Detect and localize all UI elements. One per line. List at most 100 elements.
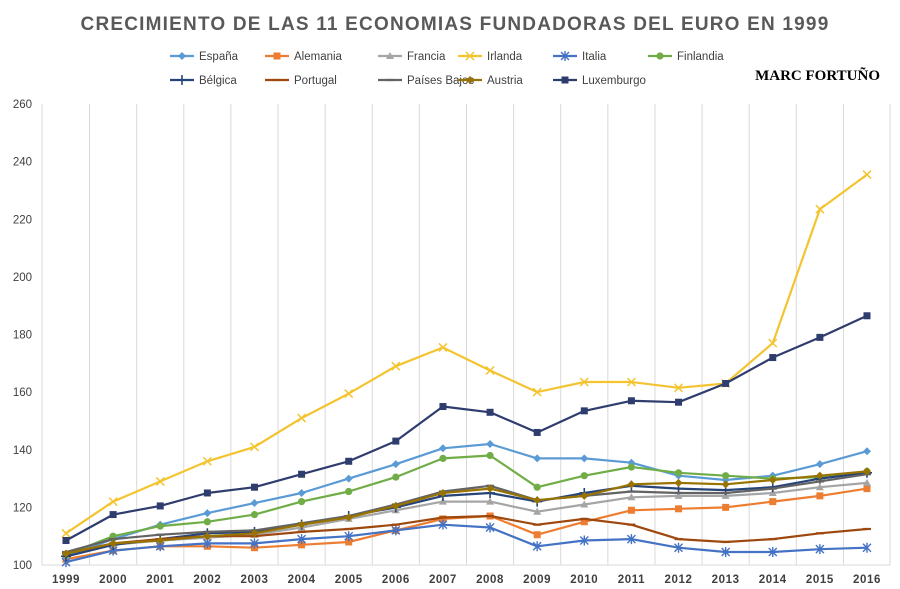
data-point-finlandia [345, 487, 353, 496]
data-point-espana [297, 488, 306, 497]
data-point-austria [486, 484, 495, 493]
y-tick-label: 180 [13, 330, 32, 342]
data-point-alemania [675, 505, 683, 513]
data-point-irlanda [297, 413, 307, 423]
data-point-francia [768, 488, 777, 496]
data-point-luxemburgo [392, 437, 400, 445]
legend-label-finlandia: Finlandia [677, 51, 724, 63]
data-point-austria [674, 478, 683, 487]
series-luxemburgo [62, 312, 871, 545]
x-tick-label: 2004 [288, 574, 316, 586]
legend-item-portugal: Portugal [265, 75, 337, 87]
data-point-alemania [533, 531, 541, 539]
data-point-luxemburgo [345, 457, 353, 465]
data-point-alemania [298, 541, 306, 549]
legend-item-espana: España [170, 51, 239, 63]
x-tick-label: 2001 [146, 574, 174, 586]
data-point-espana [203, 509, 212, 518]
legend-label-luxemburgo: Luxemburgo [582, 75, 646, 87]
y-tick-label: 240 [13, 157, 32, 169]
data-point-espana [486, 439, 495, 448]
legend-marker-austria [466, 76, 474, 84]
series-line-finlandia [65, 454, 868, 556]
data-point-irlanda [155, 476, 165, 486]
y-axis: 100 120 140 160 180 200 220 240 260 [13, 99, 32, 572]
data-point-luxemburgo [298, 470, 306, 478]
y-tick-label: 140 [13, 445, 32, 457]
series-line-italia [65, 523, 868, 564]
legend-label-portugal: Portugal [294, 75, 337, 87]
data-point-austria [344, 513, 353, 522]
data-point-luxemburgo [533, 428, 541, 436]
data-point-luxemburgo [627, 397, 635, 405]
data-point-finlandia [580, 472, 588, 480]
data-point-alemania [345, 538, 353, 546]
x-tick-label: 2013 [712, 574, 740, 586]
data-point-irlanda [673, 383, 684, 393]
legend-label-francia: Francia [407, 51, 446, 63]
series-line-francia [65, 481, 868, 558]
data-point-luxemburgo [769, 354, 777, 362]
data-point-finlandia [297, 498, 306, 506]
data-point-alemania [863, 485, 871, 493]
x-tick-label: 2014 [759, 574, 787, 586]
data-point-espana [580, 454, 589, 463]
data-point-luxemburgo [109, 511, 117, 519]
legend-item-francia: Francia [378, 51, 446, 63]
data-point-italia [344, 531, 354, 542]
data-point-italia [721, 547, 731, 558]
data-point-italia [249, 538, 259, 549]
data-point-luxemburgo [439, 403, 447, 411]
data-point-espana [391, 460, 400, 469]
data-point-irlanda [61, 528, 71, 538]
x-tick-label: 2007 [429, 574, 457, 586]
legend-item-austria: Austria [458, 75, 523, 87]
data-point-luxemburgo [486, 408, 494, 416]
data-point-austria [297, 520, 306, 529]
series-line-austria [65, 470, 868, 555]
legend-label-espana: España [199, 51, 239, 63]
x-tick-label: 1999 [52, 574, 80, 586]
chart-title: CRECIMIENTO DE LAS 11 ECONOMIAS FUNDADOR… [81, 14, 830, 35]
legend-item-belgica: Bélgica [170, 75, 237, 87]
data-point-austria [863, 467, 871, 476]
series-austria [62, 467, 871, 558]
data-point-austria [627, 480, 636, 489]
y-tick-label: 120 [13, 502, 32, 514]
data-point-austria [580, 491, 589, 500]
legend-label-belgica: Bélgica [199, 75, 237, 87]
data-point-francia [721, 491, 730, 499]
legend-item-luxemburgo: Luxemburgo [553, 75, 646, 87]
y-tick-label: 100 [13, 560, 32, 572]
data-point-luxemburgo [203, 489, 211, 497]
x-tick-label: 2016 [853, 574, 881, 586]
legend-label-irlanda: Irlanda [487, 51, 523, 63]
data-point-finlandia [156, 522, 164, 530]
legend-label-austria: Austria [487, 75, 523, 87]
series-group [61, 170, 872, 568]
data-point-espana [863, 447, 871, 456]
grid [41, 104, 891, 566]
data-point-espana [344, 474, 353, 483]
y-tick-label: 260 [13, 99, 32, 111]
x-tick-label: 2008 [476, 574, 504, 586]
x-tick-label: 2011 [618, 574, 645, 586]
x-tick-label: 2015 [806, 574, 834, 586]
series-line-belgica [65, 471, 868, 558]
data-point-finlandia [392, 473, 400, 481]
data-point-irlanda [438, 342, 448, 352]
data-point-luxemburgo [722, 379, 730, 387]
legend-marker-finlandia [656, 52, 664, 60]
data-point-francia [627, 493, 636, 501]
x-tick-label: 2010 [570, 574, 598, 586]
legend-marker-irlanda [465, 51, 475, 61]
data-point-finlandia [722, 472, 730, 480]
data-point-italia [626, 534, 636, 545]
series-line-paises-bajos [65, 473, 868, 554]
data-point-finlandia [439, 454, 447, 462]
data-point-irlanda [579, 377, 589, 387]
data-point-alemania [439, 515, 447, 523]
legend-item-italia: Italia [553, 51, 607, 63]
data-point-austria [109, 539, 118, 548]
